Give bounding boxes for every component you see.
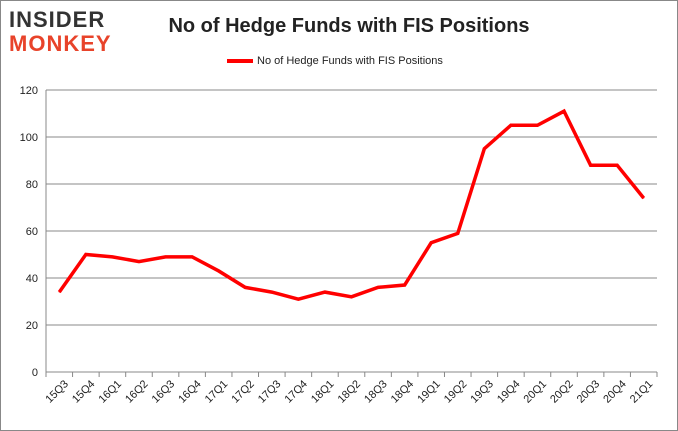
y-tick-label: 60 [26,226,38,238]
x-tick-label: 20Q3 [575,378,603,406]
x-tick-label: 18Q4 [389,378,417,406]
y-tick-label: 0 [32,367,38,379]
x-tick-label: 20Q1 [522,378,550,406]
logo-line2: MONKEY [9,31,112,56]
legend-swatch [227,59,253,63]
data-point [85,254,87,255]
y-tick-label: 100 [20,132,38,144]
y-tick-label: 40 [26,273,38,285]
data-point [244,286,246,288]
logo-line1: INSIDER [9,7,106,32]
data-point [58,291,60,293]
data-point [590,164,592,166]
data-point [430,242,432,244]
insider-monkey-logo: INSIDER MONKEY [9,7,127,56]
x-tick-label: 16Q2 [123,378,151,406]
chart-title: No of Hedge Funds with FIS Positions [168,15,530,37]
y-tick-label: 120 [20,85,38,97]
x-tick-label: 20Q2 [548,378,576,406]
x-tick-label: 16Q1 [97,378,125,406]
data-point [563,110,565,112]
x-tick-label: 15Q3 [43,378,71,406]
legend-label: No of Hedge Funds with FIS Positions [257,55,443,67]
x-tick-label: 17Q3 [256,378,284,406]
x-tick-label: 17Q1 [203,378,231,406]
series-line [57,108,646,301]
data-point [218,270,220,272]
x-tick-label: 18Q2 [336,378,364,406]
x-tick-label: 19Q2 [442,378,470,406]
x-tick-label: 17Q2 [229,378,257,406]
data-point [616,164,618,166]
data-point [377,286,379,288]
x-tick-label: 21Q1 [628,378,656,406]
data-point [510,124,512,126]
y-tick-label: 80 [26,179,38,191]
legend: No of Hedge Funds with FIS Positions [227,55,443,67]
data-point [404,284,406,286]
data-point [536,124,538,126]
x-tick-label: 17Q4 [282,378,310,406]
data-point [297,298,299,300]
x-tick-label: 19Q1 [415,378,443,406]
data-point [138,261,140,263]
data-point [165,256,167,258]
x-tick-label: 20Q4 [601,378,629,406]
x-tick-label: 19Q4 [495,378,523,406]
data-point [483,148,485,150]
data-point [111,256,113,258]
data-point [643,197,645,199]
data-point [324,291,326,293]
x-tick-label: 18Q3 [362,378,390,406]
data-point [351,296,352,298]
x-tick-label: 19Q3 [468,378,496,406]
data-point [271,291,273,293]
y-tick-label: 20 [26,320,38,332]
data-point [457,232,459,234]
x-tick-label: 16Q3 [150,378,178,406]
x-tick-label: 15Q4 [70,378,98,406]
x-tick-label: 18Q1 [309,378,337,406]
x-tick-label: 16Q4 [176,378,204,406]
data-point [191,256,193,258]
